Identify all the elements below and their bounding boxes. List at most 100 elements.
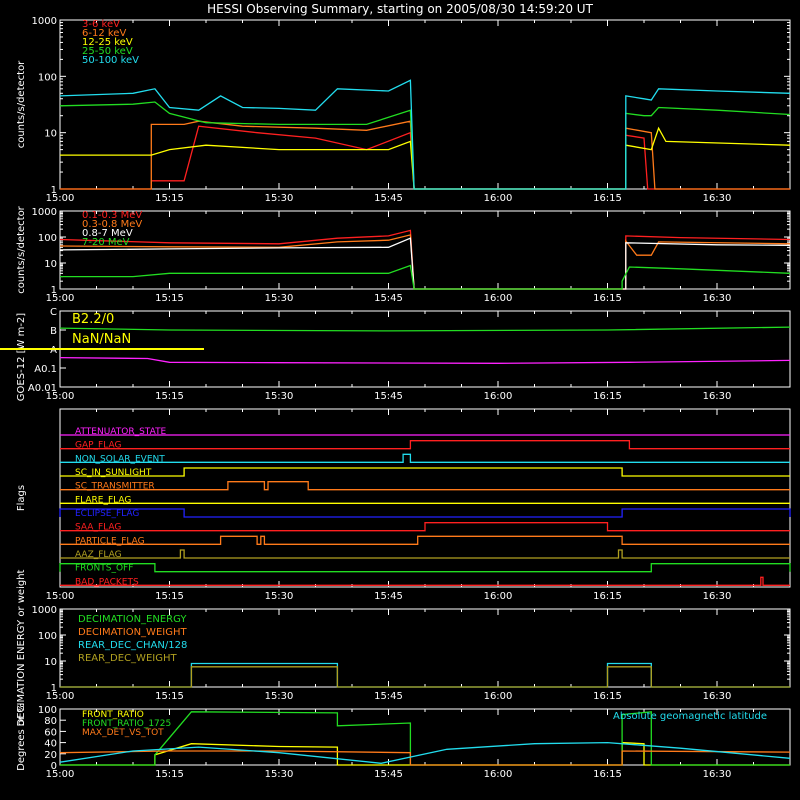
- series-line: [60, 711, 790, 766]
- y-tick-label: C: [50, 307, 57, 318]
- goes-annotation: B2.2/0: [72, 312, 114, 327]
- flag-label: SC_TRANSMITTER: [75, 482, 155, 492]
- legend-entry: DECIMATION_WEIGHT: [78, 627, 187, 638]
- x-tick-label: 15:15: [155, 691, 184, 702]
- x-tick-label: 16:00: [484, 769, 513, 780]
- legend-entry: 0.1-0.3 MeV: [82, 210, 142, 221]
- y-tick-label: A0.1: [34, 364, 57, 375]
- x-tick-label: 15:00: [46, 293, 75, 304]
- x-tick-label: 15:30: [265, 591, 294, 602]
- legend-entry: 0.8-7 MeV: [82, 228, 133, 239]
- y-tick-label: 80: [44, 716, 57, 727]
- y-tick-label: 0: [51, 761, 57, 772]
- flag-line: [60, 522, 790, 532]
- y-tick-label: 10: [44, 657, 57, 668]
- x-tick-label: 15:00: [46, 193, 75, 204]
- flag-label: ATTENUATOR_STATE: [75, 427, 167, 437]
- y-tick-label: 1000: [32, 605, 57, 616]
- series-line: [60, 125, 790, 190]
- x-tick-label: 16:15: [593, 391, 622, 402]
- x-tick-label: 15:15: [155, 193, 184, 204]
- y-tick-label: 1: [51, 285, 57, 296]
- x-tick-label: 16:30: [703, 691, 732, 702]
- series-line: [59, 741, 791, 764]
- x-tick-label: 16:00: [484, 691, 513, 702]
- y-tick-label: B: [50, 326, 57, 337]
- x-tick-label: 15:00: [46, 591, 75, 602]
- flag-line: [60, 549, 790, 559]
- flag-label: GAP_FLAG: [75, 441, 121, 451]
- series-line: [59, 750, 791, 766]
- x-tick-label: 15:00: [46, 769, 75, 780]
- x-tick-label: 15:00: [46, 691, 75, 702]
- y-tick-label: 10: [44, 129, 57, 140]
- flag-label: PARTICLE_FLAG: [75, 536, 145, 546]
- x-tick-label: 16:30: [703, 293, 732, 304]
- panel-goes: 15:00 15:15 15:30 15:45 16:00 16:15 16:30 A0.01…: [0, 307, 791, 402]
- x-tick-label: 15:45: [374, 193, 403, 204]
- y-tick-label: 1: [51, 683, 57, 694]
- x-tick-label: 15:45: [374, 391, 403, 402]
- panel-decimation: 15:00 15:15 15:30 15:45 16:00 16:15 16:30 1 10 10…: [16, 569, 791, 726]
- panel-frame: [59, 210, 791, 290]
- flag-label: NON_SOLAR_EVENT: [75, 454, 165, 464]
- flag-line: [60, 440, 790, 450]
- legend-entry: Absolute geomagnetic latitude: [613, 711, 767, 722]
- x-tick-label: 15:45: [374, 691, 403, 702]
- flag-line: [59, 563, 791, 573]
- x-tick-label: 16:30: [703, 769, 732, 780]
- legend-entry: 7-20 MeV: [82, 237, 130, 248]
- y-tick-label: 20: [44, 750, 57, 761]
- flag-label: BAD_PACKETS: [75, 577, 139, 587]
- flag-label: SAA_FLAG: [75, 523, 121, 533]
- y-tick-label: 60: [44, 727, 57, 738]
- legend-entry: 25-50 keV: [82, 46, 133, 57]
- series-line: [59, 101, 791, 190]
- y-axis-label: DECIMATION ENERGY or weight: [16, 569, 27, 726]
- y-tick-label: 100: [38, 705, 57, 716]
- figure-title: HESSI Observing Summary, starting on 200…: [207, 2, 593, 16]
- x-tick-label: 16:15: [593, 769, 622, 780]
- legend-entry: 12-25 keV: [82, 37, 133, 48]
- panel-lo_energy: 15:00 15:15 15:30 15:45 16:00 16:15 16:30 1 10 10…: [16, 16, 791, 204]
- flag-line: [60, 453, 790, 463]
- flag-label: FLARE_FLAG: [75, 495, 131, 505]
- panels: 15:00 15:15 15:30 15:45 16:00 16:15 16:3011010…: [0, 16, 791, 780]
- legend-entry: MAX_DET_VS_TOT: [82, 728, 164, 738]
- legend-entry: 0.3-0.8 MeV: [82, 219, 142, 230]
- x-tick-label: 15:30: [265, 691, 294, 702]
- x-tick-label: 16:00: [484, 391, 513, 402]
- flag-line: [60, 576, 790, 586]
- legend-entry: REAR_DEC_WEIGHT: [78, 653, 177, 664]
- x-tick-label: 15:00: [46, 391, 75, 402]
- series-line: [60, 126, 791, 190]
- y-tick-label: 1: [51, 185, 57, 196]
- y-tick-label: 1000: [32, 207, 57, 218]
- x-tick-label: 15:15: [155, 293, 184, 304]
- legend-entry: REAR_DEC_CHAN/128: [78, 640, 187, 651]
- y-tick-label: A0.01: [28, 383, 57, 394]
- y-tick-label: 40: [44, 739, 57, 750]
- y-axis-label: counts/s/detector: [16, 205, 27, 293]
- y-axis-label: counts/s/detector: [16, 60, 27, 148]
- x-tick-label: 16:15: [593, 293, 622, 304]
- y-tick-label: 100: [38, 72, 57, 83]
- x-tick-label: 15:30: [265, 769, 294, 780]
- flag-line: [60, 535, 790, 545]
- series-line: [59, 356, 791, 364]
- x-tick-label: 15:30: [265, 293, 294, 304]
- x-tick-label: 15:30: [265, 391, 294, 402]
- y-axis-label: Flags: [16, 485, 27, 511]
- x-tick-label: 16:15: [593, 591, 622, 602]
- y-tick-label: A: [50, 345, 57, 356]
- x-tick-label: 16:30: [703, 391, 732, 402]
- flag-line: [60, 481, 790, 491]
- x-tick-label: 16:15: [593, 691, 622, 702]
- legend-entry: 6-12 keV: [82, 28, 126, 39]
- panel-frame: [59, 19, 791, 190]
- series-line: [60, 666, 790, 688]
- series-line: [60, 264, 791, 290]
- goes-annotation: NaN/NaN: [72, 332, 131, 347]
- x-tick-label: 16:00: [484, 193, 513, 204]
